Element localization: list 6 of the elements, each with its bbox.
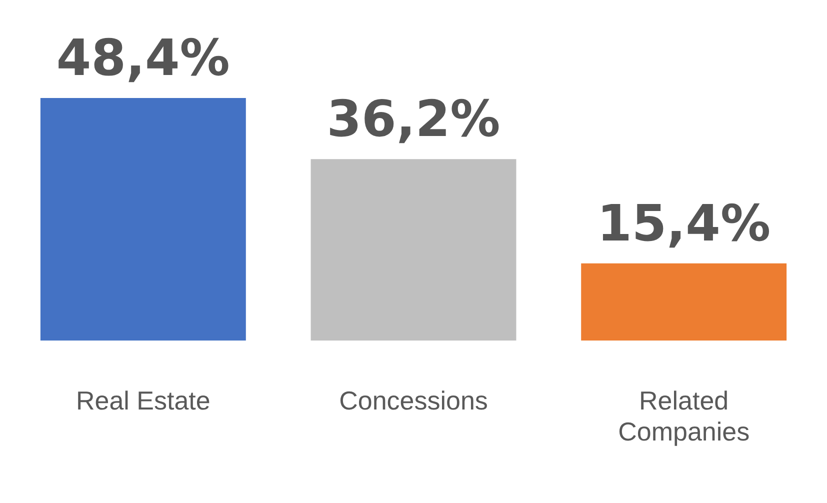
x-tick-label: Concessions (339, 385, 488, 416)
data-label: 15,4% (597, 194, 771, 252)
x-tick-label: Real Estate (76, 385, 210, 416)
data-label: 48,4% (56, 28, 230, 87)
data-label: 36,2% (326, 90, 500, 148)
x-tick-label: Related Companies (618, 385, 750, 447)
